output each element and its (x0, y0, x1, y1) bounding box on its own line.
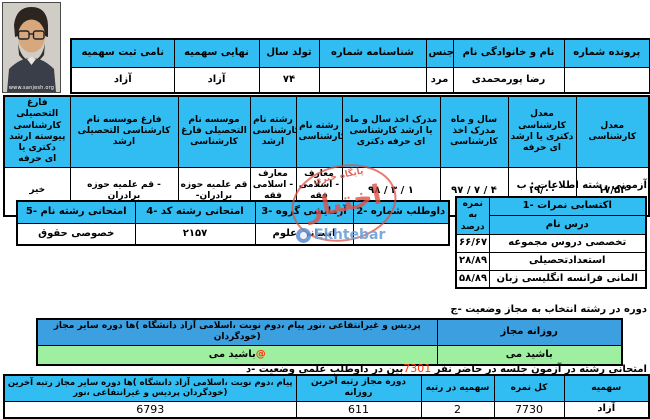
col-header-bachelors-degree-date: ماه و سال اخذ مدرک کارشناسی (439, 95, 509, 168)
col-header-score-percent: نمره به درصد (455, 196, 490, 235)
col-header-last-rank-daytime: آخرین رتبه مجاز دوره روزانه (295, 374, 422, 402)
cell-daytime-status: می باشید (436, 344, 623, 366)
section-b-label: ب : اطلاعات رشته آزمونی (516, 180, 647, 191)
section-c-label: ج- وضعیت مجاز به انتخاب رشته در دوره (450, 304, 647, 315)
candidate-photo: www.sanjesh.org (2, 2, 61, 93)
col-header-masters-gpa: معدل کارشناسی ارشد یا دکتری حرفه ای (507, 95, 577, 168)
cell-full-name: پورمحمدی رضا (452, 66, 565, 94)
cell-quota: آزاد (563, 400, 650, 419)
col-header-daytime: مجاز روزانه (436, 318, 623, 346)
cell-final-quota: آزاد (173, 66, 260, 94)
cell-exam-field-name: حقوق خصوصی (16, 222, 136, 246)
exam-info-table: 5- نام رشته امتحانی 4- کد رشته امتحانی 3… (16, 200, 450, 246)
photo-watermark-url: www.sanjesh.org (8, 85, 55, 91)
other-status-at-mark: @ (255, 348, 266, 360)
col-header-final-quota: سهمیه نهایی (173, 38, 260, 68)
cell-exam-field-code: ۲۱۵۷ (134, 222, 256, 246)
section-d-label-post: نفر حاضر در جلسه آزمون در رشته امتحانی (434, 364, 647, 375)
cell-last-rank-daytime: 611 (295, 400, 422, 419)
col-header-bachelors-institute: نام موسسه فارغ التحصیلی کارشناسی (177, 95, 251, 168)
cell-file-number (563, 66, 650, 94)
cell-rank-in-quota: 2 (420, 400, 495, 419)
col-header-birth-year: سال تولد (258, 38, 320, 68)
col-header-quota: سهمیه (563, 374, 650, 402)
col-header-last-rank-other: آخرین رتبه مجاز سایر دوره ها( دانشگاه آز… (3, 374, 297, 402)
cell-gender: مرد (425, 66, 454, 94)
scores-title: 1- نمرات اکتسابی (488, 196, 647, 217)
col-header-continuous-masters: فارغ التحصیلی کارشناسی ارشد پیوسته یا دک… (3, 95, 71, 168)
rank-table: آخرین رتبه مجاز سایر دوره ها( دانشگاه آز… (3, 374, 650, 419)
cell-id-number (318, 66, 427, 94)
section-d-label: د- وضعیت علمی داوطلب در بین7301 نفر حاضر… (246, 362, 647, 375)
col-header-other-programs: مجاز سایر دوره ها( دانشگاه آزاد اسلامی، … (36, 318, 438, 346)
cell-last-rank-other: 6793 (3, 400, 297, 419)
scores-table: نمره به درصد 1- نمرات اکتسابی نام درس ۶۶… (455, 196, 647, 290)
col-header-masters-degree-date: ماه و سال اخذ مدرک کارشناسی ارشد یا دکتر… (341, 95, 441, 168)
col-header-exam-group: 3- گروه آزمایشی (254, 200, 354, 224)
cell-course-language: زبان انگلیسی فرانسه المانی (488, 269, 647, 289)
cell-score-specialized: ۶۶/۶۷ (455, 233, 490, 253)
col-header-gender: جنس (425, 38, 454, 68)
other-status-text: می باشید (208, 348, 256, 360)
col-header-file-number: شماره پرونده (563, 38, 650, 68)
cell-exam-group: علوم انسانی (254, 222, 354, 246)
profile-table: سهمیه ثبت نامی سهمیه نهایی سال تولد شمار… (70, 38, 650, 94)
cell-course-specialized: مجموعه دروس تخصصی (488, 233, 647, 253)
col-header-exam-field-name: 5- نام رشته امتحانی (16, 200, 136, 224)
cell-course-aptitude: استعدادتحصیلی (488, 251, 647, 271)
eligibility-table: مجاز سایر دوره ها( دانشگاه آزاد اسلامی، … (36, 318, 623, 366)
col-header-masters-field: نام رشته کارشناسی ارشد (249, 95, 297, 168)
cell-score-language: ۵۸/۸۹ (455, 269, 490, 289)
col-header-candidate-number: 2- شماره داوطلب (352, 200, 450, 224)
col-header-rank-in-quota: رتبه در سهمیه (420, 374, 495, 402)
cell-birth-year: ۷۴ (258, 66, 320, 94)
cell-candidate-number (352, 222, 450, 246)
section-d-label-pre: د- وضعیت علمی داوطلب در بین (246, 364, 404, 375)
col-header-exam-field-code: 4- کد رشته امتحانی (134, 200, 256, 224)
col-header-course-name: نام درس (488, 215, 647, 235)
cell-total-score: 7730 (493, 400, 565, 419)
cell-other-programs-status: می باشید@ (36, 344, 438, 366)
col-header-full-name: نام خانوادگی و نام (452, 38, 565, 68)
col-header-bachelors-gpa: معدل کارشناسی (575, 95, 650, 168)
col-header-total-score: نمره کل (493, 374, 565, 402)
section-d-participant-count: 7301 (403, 362, 432, 375)
col-header-id-number: شماره شناسنامه (318, 38, 427, 68)
cell-score-aptitude: ۲۸/۸۹ (455, 251, 490, 271)
cell-registration-quota: آزاد (70, 66, 175, 94)
portrait-illustration (3, 3, 60, 92)
col-header-masters-institute: نام موسسه فارغ التحصیلی کارشناسی ارشد (69, 95, 179, 168)
col-header-bachelors-field: نام رشته کارشناسی (295, 95, 343, 168)
col-header-registration-quota: سهمیه ثبت نامی (70, 38, 175, 68)
